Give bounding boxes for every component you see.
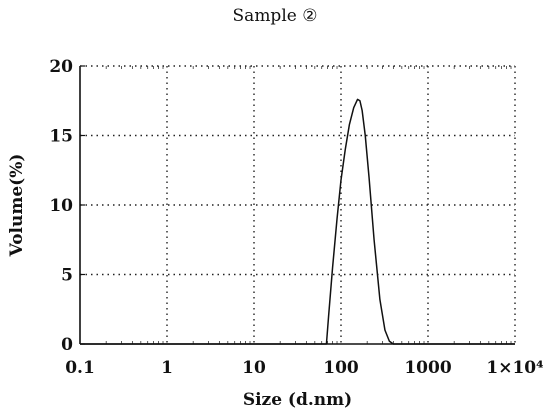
x-tick-label: 10: [242, 358, 266, 378]
series-line: [80, 98, 515, 345]
x-axis-label: Size (d.nm): [243, 390, 352, 410]
x-tick-label: 100: [323, 358, 359, 378]
x-tick-label: 1×10⁴: [486, 358, 543, 378]
y-tick-labels: 0 5 10 15 20: [49, 57, 73, 355]
x-tick-label: 1000: [404, 358, 451, 378]
y-tick-label: 0: [61, 335, 73, 355]
y-tick-label: 5: [61, 266, 73, 286]
series: [80, 98, 515, 345]
y-tick-label: 15: [49, 127, 73, 147]
x-tick-labels: 0.1 1 10 100 1000 1×10⁴: [65, 358, 543, 378]
chart-title: Sample ②: [232, 6, 318, 26]
grid-lines: [80, 66, 515, 344]
x-tick-label: 0.1: [65, 358, 95, 378]
y-axis-label: Volume(%): [7, 154, 27, 258]
y-tick-label: 10: [49, 196, 73, 216]
y-tick-label: 20: [49, 57, 73, 77]
x-tick-label: 1: [161, 358, 173, 378]
